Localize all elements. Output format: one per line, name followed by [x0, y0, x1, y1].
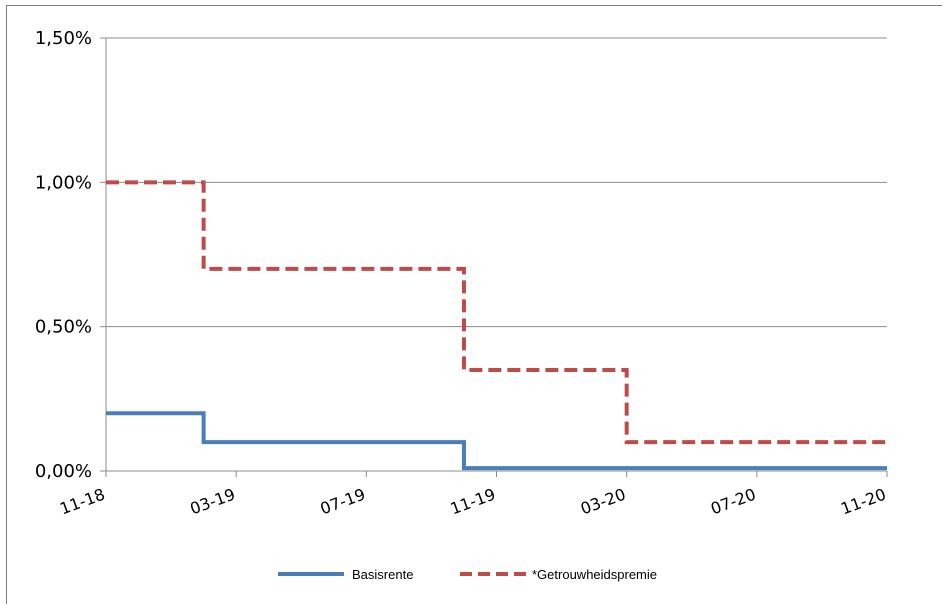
legend: Basisrente *Getrouwheidspremie — [278, 567, 657, 582]
x-tick-label: 07-20 — [708, 485, 758, 519]
y-tick-label: 0,50% — [35, 317, 92, 338]
x-tick-label: 11-18 — [57, 485, 107, 519]
y-tick-label: 1,00% — [35, 172, 92, 193]
gridlines — [106, 37, 887, 328]
y-axis-ticks: 0,00% 0,50% 1,00% 1,50% — [35, 28, 106, 482]
x-tick-label: 07-19 — [318, 485, 368, 519]
series-line-basisrente — [106, 411, 887, 471]
x-tick-label: 03-19 — [187, 485, 237, 519]
x-tick-label: 11-20 — [838, 485, 888, 519]
x-axis: 11-18 03-19 07-19 11-19 03-20 07-20 11-20 — [57, 38, 888, 518]
legend-label: *Getrouwheidspremie — [532, 567, 657, 582]
y-tick-label: 0,00% — [35, 461, 92, 482]
series-line-getrouwheidspremie — [106, 180, 887, 445]
legend-label: Basisrente — [352, 567, 413, 582]
series-lines — [106, 180, 887, 471]
chart-frame — [6, 5, 942, 604]
x-tick-label: 11-19 — [448, 485, 498, 519]
x-tick-label: 03-20 — [578, 485, 628, 519]
y-tick-label: 1,50% — [35, 28, 92, 49]
